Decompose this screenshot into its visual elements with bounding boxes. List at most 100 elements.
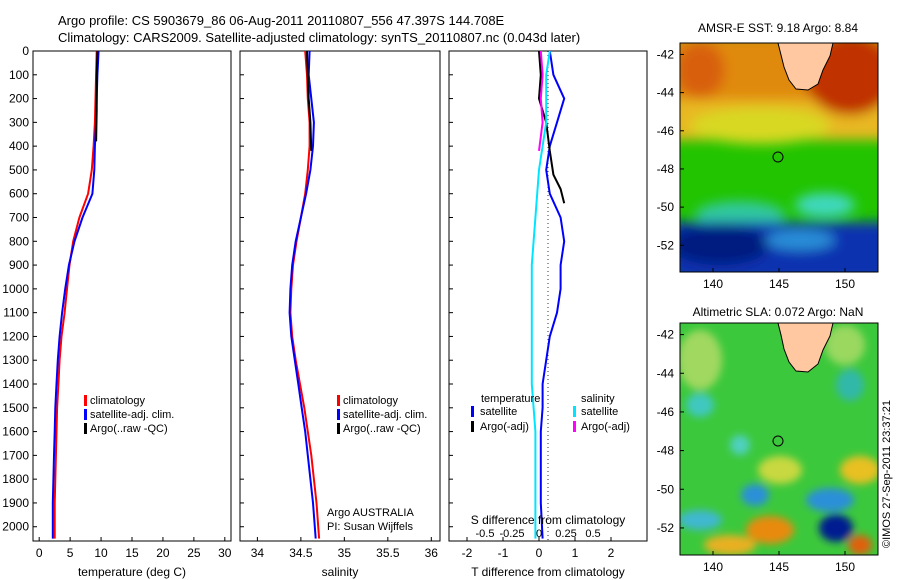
map-x-tick-label: 145 — [769, 277, 789, 291]
y-tick-label: 1600 — [2, 425, 29, 439]
legend-label-satellite-adj: satellite-adj. clim. — [90, 409, 174, 421]
difference-panel: -2 -1 0 1 2 -0.5 -0.25 0 0.25 0.5 T difference fr… — [448, 50, 648, 579]
y-tick-label: 400 — [9, 139, 29, 153]
x-tick-label: 15 — [125, 546, 139, 560]
legend-label-t-satellite: satellite — [480, 406, 517, 418]
legend-label-climatology: climatology — [90, 395, 146, 407]
x-tick-label: 36 — [425, 546, 439, 560]
sla-map-title: Altimetric SLA: 0.072 Argo: NaN — [693, 305, 864, 319]
legend-swatch-argo — [337, 423, 340, 434]
legend-label-s-satellite: satellite — [581, 406, 618, 418]
y-tick-label: 600 — [9, 187, 29, 201]
x-tick-label: -1 — [498, 546, 509, 560]
legend-title-salinity: salinity — [581, 393, 615, 405]
legend-label-argo: Argo(..raw -QC) — [343, 423, 421, 435]
series-line-s-satellite — [530, 50, 551, 539]
map-x-tick-label: 145 — [769, 560, 789, 574]
y-tick-label: 1000 — [2, 282, 29, 296]
series-line-argo-raw-qc- — [95, 50, 99, 142]
x-tick-label: 5 — [67, 546, 74, 560]
legend-title-temperature: temperature — [481, 393, 540, 405]
map-y-tick-label: -46 — [657, 405, 675, 419]
x-tick-label: 2 — [608, 546, 615, 560]
map-y-tick-label: -48 — [657, 162, 675, 176]
s-tick-label: 0.5 — [585, 528, 600, 540]
map-y-tick-label: -42 — [657, 328, 675, 342]
y-tick-label: 900 — [9, 258, 29, 272]
map-x-tick-label: 150 — [835, 277, 855, 291]
salinity-xlabel: salinity — [322, 565, 359, 579]
sla-field — [680, 323, 878, 555]
x-tick-label: 25 — [187, 546, 201, 560]
series-line-t-argo-adj- — [538, 50, 566, 204]
legend-label-s-argo: Argo(-adj) — [581, 421, 630, 433]
map-x-tick-label: 140 — [703, 277, 723, 291]
legend-swatch-t-argo — [471, 421, 474, 432]
salinity-axes-box — [239, 50, 441, 542]
y-tick-label: 1800 — [2, 472, 29, 486]
y-tick-label: 200 — [9, 92, 29, 106]
x-tick-label: 30 — [218, 546, 232, 560]
legend-swatch-s-argo — [573, 421, 576, 432]
header-line2: Climatology: CARS2009. Satellite-adjuste… — [58, 30, 580, 45]
difference-xlabel-top: S difference from climatology — [471, 513, 626, 527]
x-tick-label: 20 — [156, 546, 170, 560]
y-tick-label: 1100 — [3, 306, 29, 320]
x-tick-label: 35 — [338, 546, 352, 560]
sst-map: AMSR-E SST: 9.18 Argo: 8.84 140 145 150 -42… — [657, 21, 879, 291]
legend-swatch-satellite-adj — [84, 409, 87, 420]
x-tick-label: 35.5 — [376, 546, 400, 560]
map-y-tick-label: -44 — [657, 86, 675, 100]
x-tick-label: 10 — [94, 546, 108, 560]
sst-map-title: AMSR-E SST: 9.18 Argo: 8.84 — [698, 21, 858, 35]
s-tick-label: 0.25 — [555, 528, 576, 540]
y-tick-label: 100 — [9, 68, 29, 82]
legend-swatch-argo — [84, 423, 87, 434]
x-tick-label: -2 — [462, 546, 473, 560]
temperature-axes-box — [32, 50, 232, 542]
legend-swatch-satellite-adj — [337, 409, 340, 420]
y-tick-label: 700 — [9, 211, 29, 225]
pi-label: PI: Susan Wijffels — [327, 521, 413, 533]
series-line-climatology — [53, 50, 98, 539]
map-y-tick-label: -44 — [657, 366, 675, 380]
legend-label-t-argo: Argo(-adj) — [480, 421, 529, 433]
series-line-s-argo-adj- — [538, 50, 544, 152]
series-line-t-satellite — [539, 50, 566, 539]
float-position-marker — [772, 151, 784, 163]
sla-map: Altimetric SLA: 0.072 Argo: NaN — [657, 305, 879, 574]
y-tick-label: 1400 — [2, 377, 29, 391]
float-position-marker — [772, 435, 784, 447]
series-line-satellite-adj-clim- — [288, 50, 317, 539]
legend-label-argo: Argo(..raw -QC) — [90, 423, 168, 435]
legend-swatch-climatology — [337, 395, 340, 406]
map-y-tick-label: -52 — [657, 238, 675, 252]
series-line-argo-raw-qc- — [306, 50, 313, 151]
map-y-tick-label: -42 — [657, 47, 675, 61]
copyright-timestamp: ©IMOS 27-Sep-2011 23:37:21 — [881, 400, 893, 548]
temperature-panel: 0 5 10 15 20 25 300100200300400500600700800900… — [2, 44, 232, 579]
y-tick-label: 300 — [9, 115, 29, 129]
map-x-tick-label: 150 — [835, 560, 855, 574]
x-tick-label: 1 — [572, 546, 579, 560]
legend-label-climatology: climatology — [343, 395, 399, 407]
temperature-xlabel: temperature (deg C) — [78, 565, 186, 579]
legend-swatch-t-satellite — [471, 406, 474, 417]
difference-xlabel: T difference from climatology — [471, 565, 625, 579]
y-tick-label: 1700 — [2, 448, 29, 462]
y-tick-label: 1500 — [2, 401, 29, 415]
x-tick-label: 0 — [536, 546, 543, 560]
x-tick-label: 34 — [251, 546, 265, 560]
tasmania-landmass — [777, 43, 834, 91]
map-y-tick-label: -46 — [657, 124, 675, 138]
y-tick-label: 800 — [9, 234, 29, 248]
s-tick-label: -0.5 — [476, 528, 495, 540]
header-line1: Argo profile: CS 5903679_86 06-Aug-2011 … — [58, 13, 505, 28]
map-y-tick-label: -50 — [657, 482, 675, 496]
map-x-tick-label: 140 — [703, 560, 723, 574]
difference-legend: temperature satellite Argo(-adj) salinit… — [471, 393, 630, 433]
y-tick-label: 1200 — [2, 329, 29, 343]
map-y-tick-label: -50 — [657, 200, 675, 214]
y-tick-label: 500 — [9, 163, 29, 177]
